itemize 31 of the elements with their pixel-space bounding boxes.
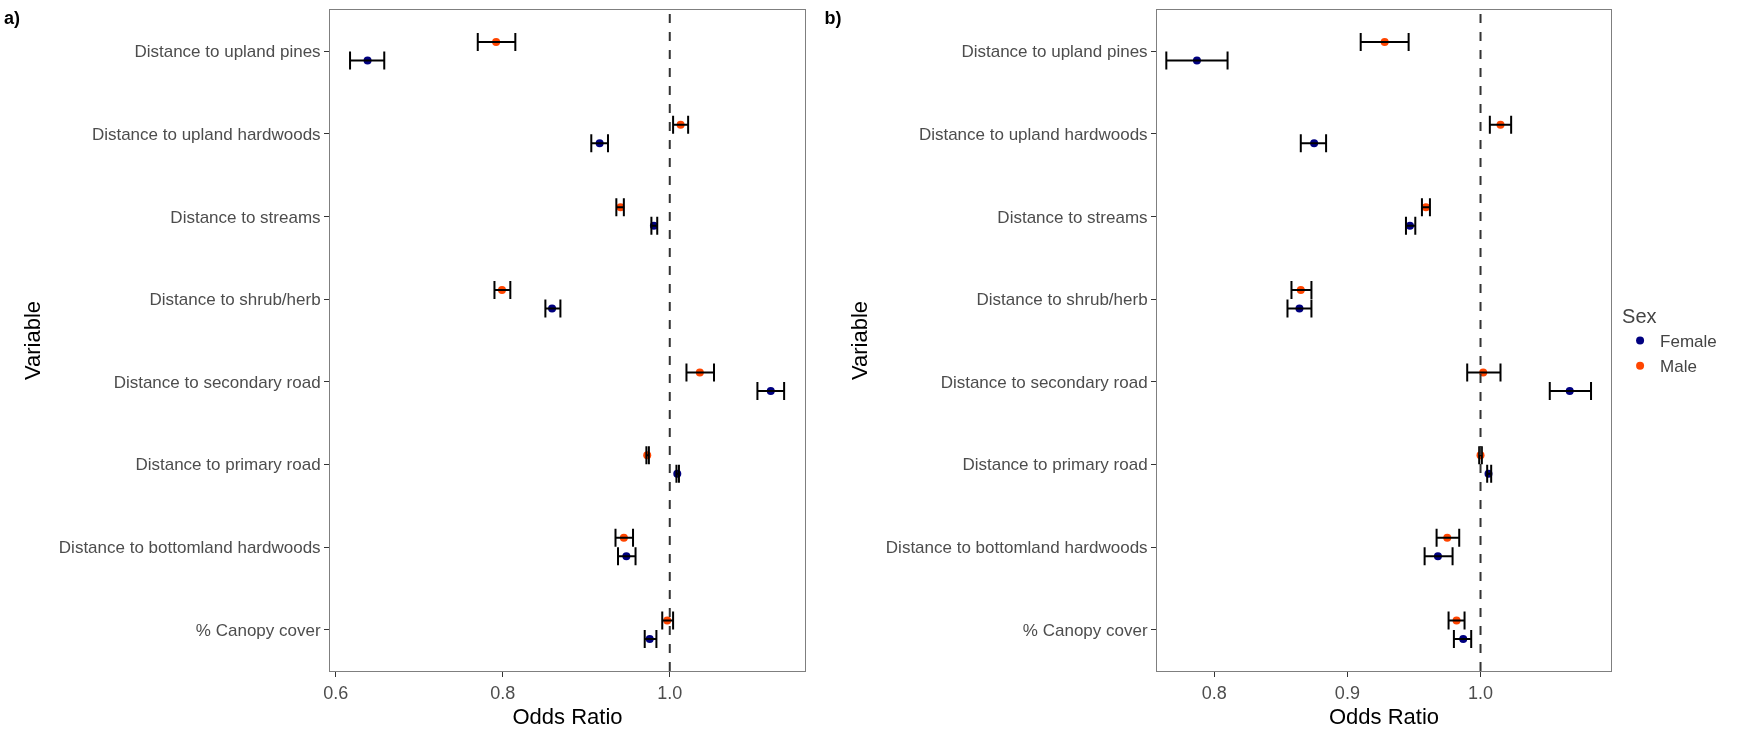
y-tick-label: Distance to upland hardwoods bbox=[918, 124, 1148, 144]
y-tick-label: Distance to primary road bbox=[135, 455, 321, 475]
y-tick-label: Distance to bottomland hardwoods bbox=[58, 538, 321, 558]
y-tick-label: Distance to shrub/herb bbox=[976, 290, 1148, 310]
y-tick-label: Distance to upland hardwoods bbox=[91, 124, 321, 144]
y-tick-label: Distance to streams bbox=[170, 207, 321, 227]
y-axis-title: Variable bbox=[19, 300, 45, 381]
x-axis-title: Odds Ratio bbox=[1328, 704, 1440, 729]
x-tick-label: 0.8 bbox=[490, 682, 516, 703]
y-tick-label: Distance to primary road bbox=[962, 455, 1148, 475]
y-tick-label: Distance to streams bbox=[997, 207, 1148, 227]
x-tick-label: 0.6 bbox=[323, 682, 349, 703]
y-tick-label: Distance to upland pines bbox=[961, 42, 1148, 62]
y-tick-label: % Canopy cover bbox=[195, 620, 321, 640]
x-tick-label: 0.9 bbox=[1334, 682, 1360, 703]
text: a) bbox=[4, 7, 21, 28]
y-tick-label: Distance to secondary road bbox=[113, 372, 321, 392]
y-tick-label: % Canopy cover bbox=[1022, 620, 1148, 640]
y-axis-title: Variable bbox=[846, 300, 872, 381]
x-tick-label: 1.0 bbox=[657, 682, 683, 703]
legend-label: Male bbox=[1660, 357, 1697, 377]
y-tick-label: Distance to secondary road bbox=[940, 372, 1148, 392]
x-axis-title: Odds Ratio bbox=[512, 704, 623, 729]
x-tick-label: 1.0 bbox=[1468, 682, 1494, 703]
legend-title: Sex bbox=[1622, 305, 1657, 327]
x-tick-label: 0.8 bbox=[1201, 682, 1227, 703]
y-tick-label: Distance to upland pines bbox=[134, 42, 321, 62]
y-tick-label: Distance to shrub/herb bbox=[149, 290, 321, 310]
text: b) bbox=[824, 7, 842, 28]
y-tick-label: Distance to bottomland hardwoods bbox=[885, 538, 1148, 558]
legend-label: Female bbox=[1660, 332, 1717, 352]
